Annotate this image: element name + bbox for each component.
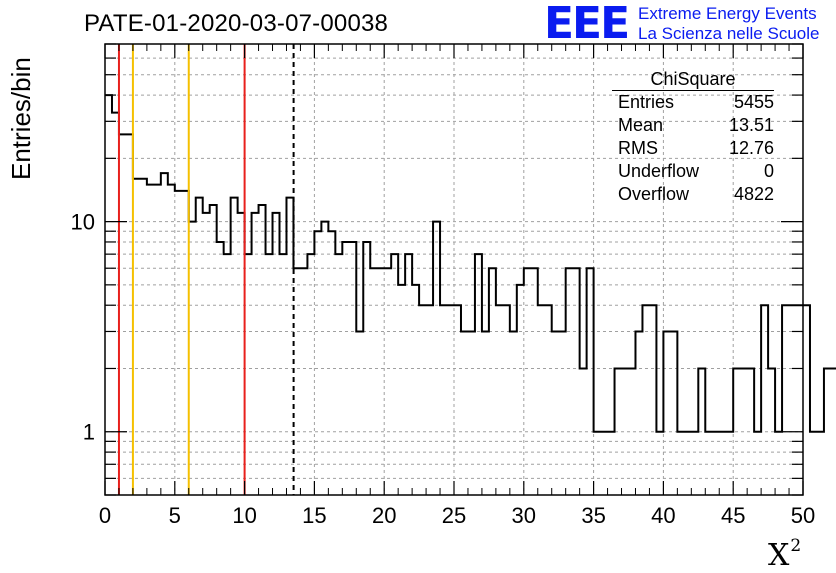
plot-frame xyxy=(104,43,804,496)
axes xyxy=(104,43,804,496)
eee-logo-line1: Extreme Energy Events xyxy=(638,4,817,23)
stats-label: Overflow xyxy=(618,184,690,204)
stats-title: ChiSquare xyxy=(612,68,774,91)
x-axis-label-sup: 2 xyxy=(790,536,802,556)
stats-value: 0 xyxy=(763,161,774,181)
histogram-step-line xyxy=(105,94,836,433)
x-tick-label: 35 xyxy=(581,503,605,528)
stats-label: Entries xyxy=(618,92,675,112)
x-tick-label: 0 xyxy=(99,503,111,528)
x-tick-label: 50 xyxy=(791,503,815,528)
x-tick-label: 20 xyxy=(372,503,396,528)
tick-labels: 0 5 10 15 20 25 30 35 40 45 50 1 10 xyxy=(71,210,816,528)
x-tick-label: 5 xyxy=(169,503,181,528)
stats-label: Underflow xyxy=(618,161,700,181)
stats-value: 13.51 xyxy=(728,115,774,135)
reference-lines xyxy=(117,44,295,495)
stats-label: RMS xyxy=(618,138,658,158)
x-axis-label-base: X xyxy=(768,538,790,573)
x-tick-label: 45 xyxy=(721,503,745,528)
x-tick-label: 25 xyxy=(442,503,466,528)
eee-logo-mark: EEE xyxy=(544,0,630,49)
x-tick-label: 10 xyxy=(232,503,256,528)
y-axis-label: Entries/bin xyxy=(6,57,36,180)
x-axis-label: X2 xyxy=(768,536,801,573)
stats-box: ChiSquare Entries 5455 Mean 13.51 RMS 12… xyxy=(612,68,774,206)
stats-row-underflow: Underflow 0 xyxy=(612,160,774,183)
eee-logo-line2: La Scienza nelle Scuole xyxy=(638,24,820,43)
stats-label: Mean xyxy=(618,115,664,135)
y-tick-label: 1 xyxy=(83,420,95,445)
stats-value: 12.76 xyxy=(728,138,774,158)
y-tick-label: 10 xyxy=(71,210,95,235)
stats-value: 4822 xyxy=(733,184,774,204)
stats-value: 5455 xyxy=(733,92,774,112)
stats-row-rms: RMS 12.76 xyxy=(612,137,774,160)
stats-row-entries: Entries 5455 xyxy=(612,91,774,114)
histogram-bars xyxy=(105,94,836,433)
plot-title: PATE-01-2020-03-07-00038 xyxy=(84,10,389,37)
x-tick-label: 15 xyxy=(302,503,326,528)
x-tick-label: 40 xyxy=(651,503,675,528)
x-tick-label: 30 xyxy=(512,503,536,528)
stats-row-mean: Mean 13.51 xyxy=(612,114,774,137)
stats-row-overflow: Overflow 4822 xyxy=(612,183,774,206)
